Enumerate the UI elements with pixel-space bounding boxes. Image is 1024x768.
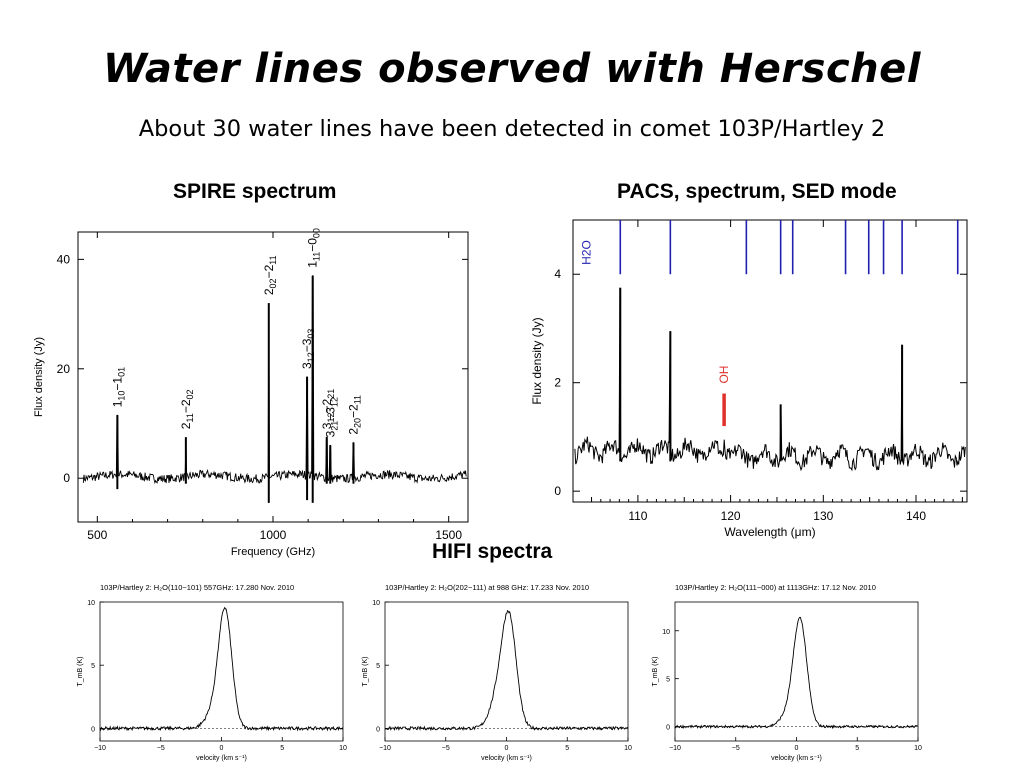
hifi-988-x-tick-label: 0: [505, 745, 509, 752]
spire-x-tick-label: 1500: [435, 528, 462, 542]
hifi-557-y-tick-label: 5: [91, 663, 95, 670]
spire-line-label-1: 211−202: [179, 389, 195, 429]
hifi-1113-spectrum-line: [675, 617, 918, 728]
hifi-1113-x-tick-label: −5: [732, 745, 740, 752]
pacs-y-tick-label: 0: [554, 484, 561, 498]
hifi-1113-chart: 103P/Hartley 2: H₂O(111−000) at 1113GHz:…: [645, 578, 925, 760]
hifi-988-x-tick-label: −10: [379, 745, 391, 752]
hifi-1113-y-tick-label: 5: [666, 677, 670, 684]
hifi-988-chart: 103P/Hartley 2: H₂O(202−111) at 988 GHz:…: [355, 578, 635, 760]
hifi-988-y-tick-label: 5: [376, 663, 380, 670]
spire-x-tick-label: 500: [87, 528, 107, 542]
pacs-x-axis-label: Wavelength (μm): [724, 525, 815, 539]
pacs-spectrum-line: [575, 288, 965, 470]
spire-line-label-0: 110−101: [110, 367, 126, 407]
hifi-557-x-axis-label: velocity (km s⁻¹): [196, 755, 247, 762]
hifi-557-y-tick-label: 10: [87, 600, 95, 607]
hifi-557-x-tick-label: −10: [94, 745, 106, 752]
pacs-y-tick-label: 2: [554, 376, 561, 390]
spire-y-axis-label: Flux density (Jy): [33, 337, 45, 417]
hifi-557-x-tick-label: −5: [157, 745, 165, 752]
pacs-x-tick-label: 110: [628, 509, 647, 523]
hifi-1113-y-axis-label: T_mB (K): [652, 657, 659, 687]
hifi-557-plot-frame: [100, 602, 343, 741]
hifi-988-x-tick-label: −5: [442, 745, 450, 752]
hifi-988-spectrum-line: [385, 611, 628, 730]
pacs-oh-label: OH: [717, 366, 731, 384]
hifi-557-title: 103P/Hartley 2: H₂O(110−101) 557GHz: 17.…: [100, 583, 294, 592]
hifi-1113-x-tick-label: 10: [914, 745, 922, 752]
pacs-y-axis-label: Flux density (Jy): [530, 317, 544, 404]
spire-y-tick-label: 20: [57, 362, 71, 376]
hifi-1113-x-tick-label: −10: [669, 745, 681, 752]
spire-x-tick-label: 1000: [260, 528, 287, 542]
pacs-chart: 110 120 130 140 0 2 4 Wavelength (μm) Flux densi…: [525, 212, 965, 547]
spire-y-tick-label: 0: [63, 471, 70, 485]
hifi-1113-plot-frame: [675, 602, 918, 741]
spire-x-axis-label: Frequency (GHz): [231, 546, 315, 558]
slide-subtitle: About 30 water lines have been detected …: [0, 116, 1024, 142]
hifi-557-y-tick-label: 0: [91, 726, 95, 733]
slide-title: Water lines observed with Herschel: [0, 46, 1024, 92]
hifi-1113-y-tick-label: 10: [662, 629, 670, 636]
pacs-h2o-label: H2O: [580, 240, 594, 265]
spire-spectrum-line: [83, 276, 466, 483]
hifi-557-x-tick-label: 5: [280, 745, 284, 752]
hifi-1113-x-tick-label: 5: [855, 745, 859, 752]
hifi-988-y-axis-label: T_mB (K): [362, 657, 369, 687]
hifi-988-x-tick-label: 10: [624, 745, 632, 752]
hifi-1113-x-tick-label: 0: [795, 745, 799, 752]
hifi-988-x-tick-label: 5: [565, 745, 569, 752]
hifi-1113-title: 103P/Hartley 2: H₂O(111−000) at 1113GHz:…: [675, 583, 876, 592]
spire-line-label-7: 220−211: [346, 395, 362, 435]
spire-section-title: SPIRE spectrum: [173, 180, 336, 204]
hifi-557-y-axis-label: T_mB (K): [77, 657, 84, 687]
hifi-557-x-tick-label: 10: [339, 745, 347, 752]
hifi-557-spectrum-line: [100, 608, 343, 730]
spire-line-label-2: 202−211: [262, 255, 278, 295]
pacs-section-title: PACS, spectrum, SED mode: [617, 180, 897, 204]
hifi-988-y-tick-label: 0: [376, 726, 380, 733]
pacs-x-tick-label: 130: [813, 509, 833, 523]
hifi-1113-y-tick-label: 0: [666, 725, 670, 732]
hifi-557-chart: 103P/Hartley 2: H₂O(110−101) 557GHz: 17.…: [70, 578, 350, 760]
hifi-988-plot-frame: [385, 602, 628, 741]
spire-line-label-4: 111−000: [306, 228, 322, 268]
hifi-988-x-axis-label: velocity (km s⁻¹): [481, 755, 532, 762]
hifi-988-title: 103P/Hartley 2: H₂O(202−111) at 988 GHz:…: [385, 583, 589, 592]
hifi-557-x-tick-label: 0: [220, 745, 224, 752]
pacs-y-tick-label: 4: [554, 267, 561, 281]
hifi-988-y-tick-label: 10: [372, 600, 380, 607]
pacs-x-tick-label: 140: [906, 509, 926, 523]
hifi-1113-x-axis-label: velocity (km s⁻¹): [771, 755, 822, 762]
pacs-x-tick-label: 120: [721, 509, 741, 523]
spire-y-tick-label: 40: [57, 252, 71, 266]
